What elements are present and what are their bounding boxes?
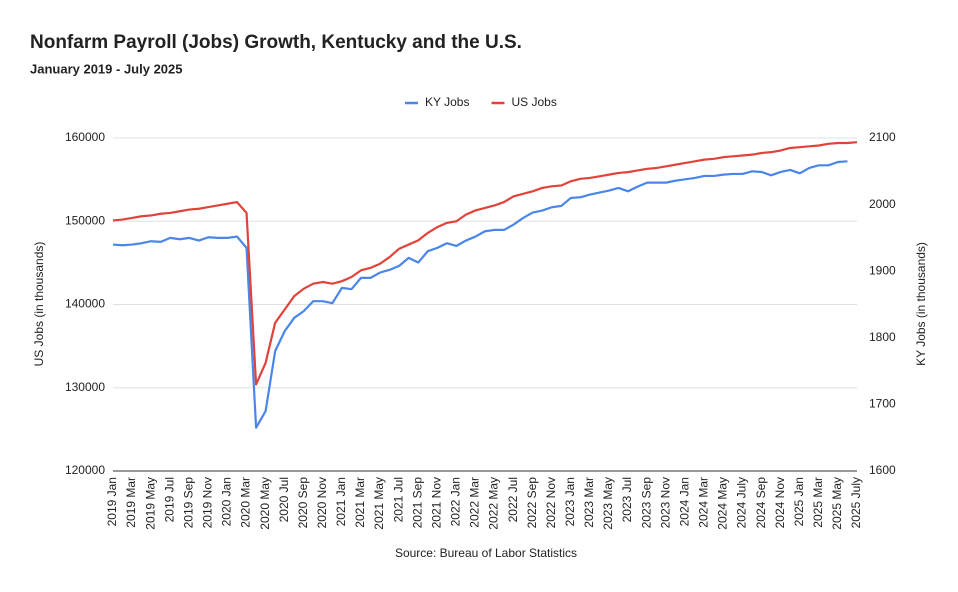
x-tick-label: 2023 Jul: [620, 477, 634, 522]
chart-title: Nonfarm Payroll (Jobs) Growth, Kentucky …: [30, 32, 522, 53]
x-tick-label: 2024 Jan: [677, 477, 691, 526]
x-tick-label: 2021 Jan: [334, 477, 348, 526]
x-tick-label: 2022 May: [487, 477, 501, 530]
series-line: [112, 141, 858, 386]
x-tick-label: 2025 Jan: [792, 477, 806, 526]
x-tick-label: 2019 May: [143, 477, 157, 530]
x-tick-label: 2023 Sep: [639, 477, 653, 529]
y2-axis-title: KY Jobs (in thousands): [914, 242, 928, 366]
x-tick-label: 2024 Sep: [754, 477, 768, 529]
x-tick-label: 2021 Nov: [429, 477, 443, 528]
x-tick-label: 2024 Nov: [773, 477, 787, 528]
y2-tick-label: 1900: [869, 263, 896, 277]
x-tick-label: 2022 Jul: [506, 477, 520, 522]
x-tick-label: 2024 Mar: [697, 477, 711, 528]
x-tick-label: 2022 Nov: [544, 477, 558, 528]
x-tick-label: 2021 Jul: [391, 477, 405, 522]
series-line: [112, 160, 848, 429]
y-tick-label: 120000: [65, 463, 105, 477]
x-tick-label: 2019 Jul: [162, 477, 176, 522]
source-note: Source: Bureau of Labor Statistics: [395, 546, 577, 560]
x-tick-label: 2023 Jan: [563, 477, 577, 526]
y-tick-label: 130000: [65, 380, 105, 394]
x-tick-label: 2022 Sep: [525, 477, 539, 529]
x-tick-label: 2020 Jul: [277, 477, 291, 522]
x-tick-label: 2023 Nov: [658, 477, 672, 528]
y-axis-title: US Jobs (in thousands): [32, 242, 46, 367]
x-tick-label: 2021 Sep: [410, 477, 424, 529]
x-tick-label: 2023 May: [601, 477, 615, 530]
x-tick-label: 2020 Mar: [239, 477, 253, 528]
x-tick-label: 2021 May: [372, 477, 386, 530]
legend-label: US Jobs: [511, 95, 556, 109]
x-tick-label: 2025 Mar: [811, 477, 825, 528]
x-tick-label: 2024 May: [716, 477, 730, 530]
x-tick-label: 2019 Nov: [201, 477, 215, 528]
y2-tick-label: 1700: [869, 397, 896, 411]
x-tick-label: 2020 May: [258, 477, 272, 530]
y-tick-label: 140000: [65, 297, 105, 311]
chart-subtitle: January 2019 - July 2025: [30, 61, 183, 76]
x-tick-label: 2021 Mar: [353, 477, 367, 528]
y2-tick-label: 2100: [869, 130, 896, 144]
y2-tick-label: 1600: [869, 463, 896, 477]
x-tick-label: 2019 Sep: [181, 477, 195, 529]
x-tick-label: 2024 July: [735, 477, 749, 528]
y2-tick-label: 1800: [869, 330, 896, 344]
x-tick-label: 2022 Jan: [449, 477, 463, 526]
x-tick-label: 2025 July: [849, 477, 863, 528]
legend-label: KY Jobs: [425, 95, 469, 109]
x-tick-label: 2023 Mar: [582, 477, 596, 528]
y-tick-label: 160000: [65, 130, 105, 144]
x-tick-label: 2019 Jan: [105, 477, 119, 526]
x-tick-label: 2020 Sep: [296, 477, 310, 529]
y2-tick-label: 2000: [869, 197, 896, 211]
x-tick-label: 2020 Nov: [315, 477, 329, 528]
x-tick-label: 2022 Mar: [468, 477, 482, 528]
x-tick-label: 2020 Jan: [220, 477, 234, 526]
x-tick-label: 2025 May: [830, 477, 844, 530]
x-tick-label: 2019 Mar: [124, 477, 138, 528]
y-tick-label: 150000: [65, 213, 105, 227]
